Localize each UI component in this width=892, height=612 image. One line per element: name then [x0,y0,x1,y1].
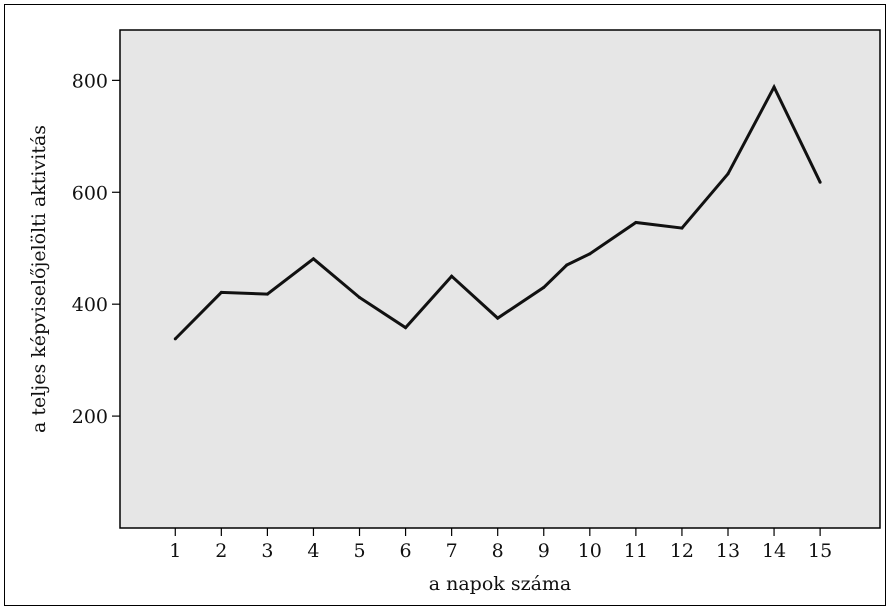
x-axis-ticks: 1 2 3 4 5 6 7 8 9 10 11 12 13 14 15 [169,528,832,562]
y-tick-label: 200 [72,406,108,428]
data-point [450,274,454,278]
data-point [772,85,776,89]
x-tick-label: 4 [307,540,319,562]
x-tick-label: 3 [261,540,273,562]
x-tick-label: 5 [353,540,365,562]
data-point [496,316,500,320]
data-points [173,85,822,341]
x-tick-label: 7 [446,540,458,562]
data-point [588,252,592,256]
data-point [173,337,177,341]
x-tick-label: 14 [762,540,786,562]
plot-area [119,29,881,529]
x-tick-label: 11 [624,540,648,562]
data-point [219,290,223,294]
data-point [311,257,315,261]
y-tick-label: 600 [72,182,108,204]
x-tick-label: 2 [215,540,227,562]
y-tick-label: 400 [72,294,108,316]
data-point [634,220,638,224]
data-point [358,295,362,299]
x-tick-label: 10 [578,540,602,562]
x-tick-label: 8 [492,540,504,562]
series-line [174,83,822,340]
y-axis-title: a teljes képviselőjelölti aktivitás [28,125,50,433]
data-point [265,292,269,296]
x-tick-label: 9 [538,540,550,562]
data-point [404,326,408,330]
x-tick-label: 1 [169,540,181,562]
x-tick-label: 13 [716,540,740,562]
x-axis-title: a napok száma [429,573,572,595]
data-point [565,263,569,267]
data-point [818,180,822,184]
x-tick-label: 12 [670,540,694,562]
data-point [680,226,684,230]
y-axis-ticks: 200 400 600 800 [72,70,120,428]
x-tick-label: 15 [808,540,832,562]
data-point [726,172,730,176]
y-tick-label: 800 [72,70,108,92]
x-tick-label: 6 [400,540,412,562]
data-point [542,285,546,289]
